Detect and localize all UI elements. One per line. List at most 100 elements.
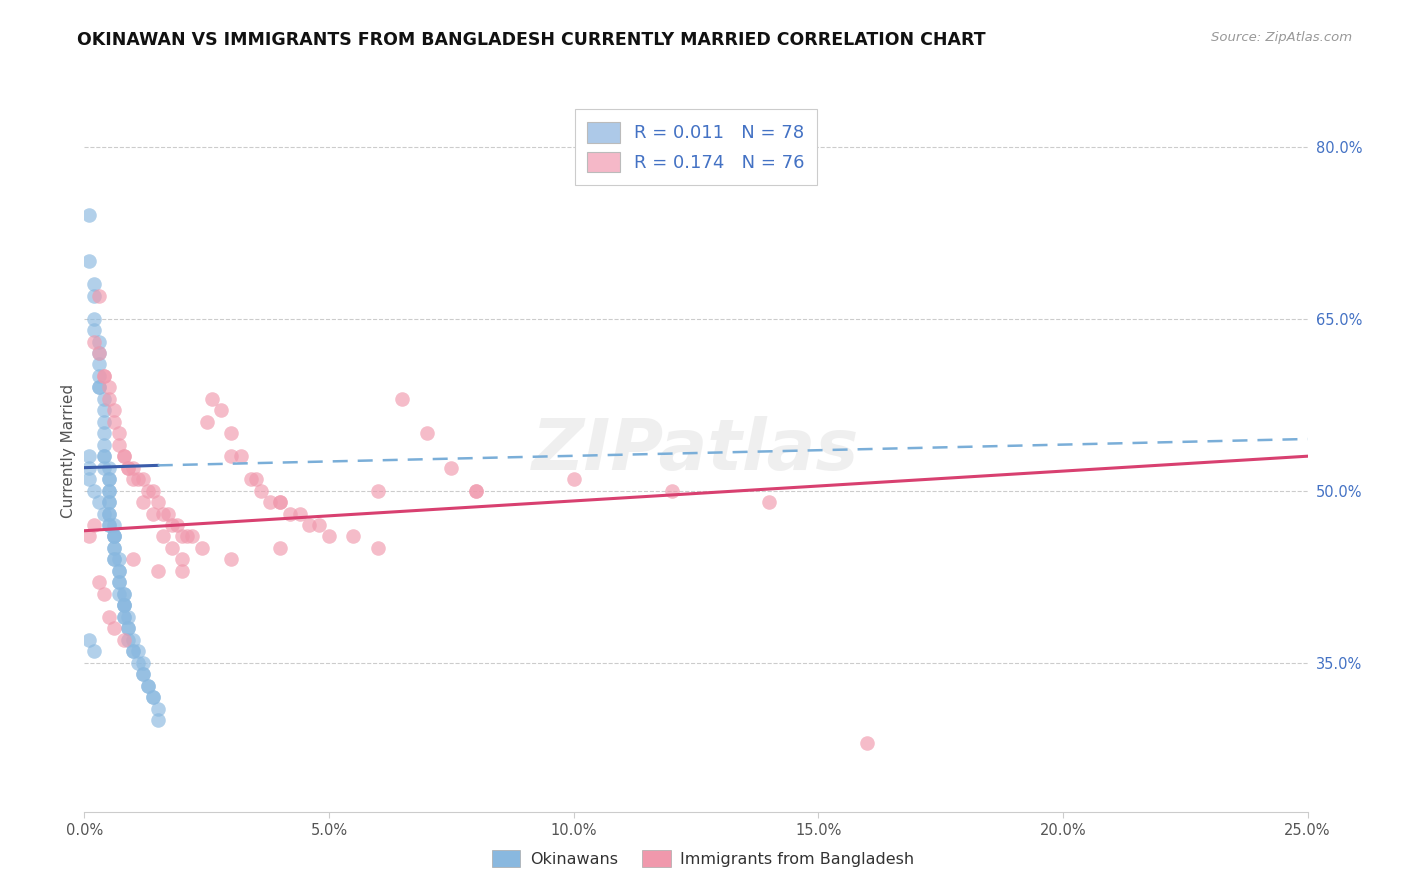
- Point: [122, 644, 145, 658]
- Point: [142, 507, 165, 521]
- Point: [103, 518, 125, 533]
- Point: [93, 449, 115, 463]
- Point: [367, 483, 389, 498]
- Point: [146, 495, 169, 509]
- Point: [103, 529, 125, 543]
- Point: [83, 311, 105, 326]
- Point: [83, 277, 105, 292]
- Point: [112, 599, 135, 613]
- Point: [298, 518, 321, 533]
- Point: [97, 483, 120, 498]
- Point: [77, 254, 100, 268]
- Point: [93, 587, 115, 601]
- Point: [172, 564, 194, 578]
- Point: [122, 472, 145, 486]
- Point: [278, 507, 301, 521]
- Point: [195, 415, 218, 429]
- Point: [219, 426, 242, 441]
- Point: [97, 495, 120, 509]
- Point: [661, 483, 683, 498]
- Point: [87, 368, 110, 383]
- Legend: R = 0.011   N = 78, R = 0.174   N = 76: R = 0.011 N = 78, R = 0.174 N = 76: [575, 109, 817, 185]
- Point: [162, 541, 184, 555]
- Point: [245, 472, 267, 486]
- Point: [87, 380, 110, 394]
- Point: [103, 552, 125, 566]
- Point: [77, 449, 100, 463]
- Point: [856, 736, 879, 750]
- Point: [107, 587, 129, 601]
- Point: [97, 518, 120, 533]
- Point: [87, 346, 110, 360]
- Point: [103, 621, 125, 635]
- Point: [112, 609, 135, 624]
- Point: [142, 690, 165, 704]
- Point: [367, 541, 389, 555]
- Point: [83, 323, 105, 337]
- Point: [107, 426, 129, 441]
- Point: [342, 529, 364, 543]
- Point: [117, 632, 139, 647]
- Point: [87, 575, 110, 590]
- Point: [117, 609, 139, 624]
- Point: [162, 518, 184, 533]
- Point: [87, 495, 110, 509]
- Point: [166, 518, 188, 533]
- Point: [136, 679, 159, 693]
- Point: [112, 609, 135, 624]
- Point: [117, 621, 139, 635]
- Point: [103, 541, 125, 555]
- Point: [103, 552, 125, 566]
- Point: [97, 380, 120, 394]
- Point: [191, 541, 214, 555]
- Point: [132, 495, 155, 509]
- Point: [288, 507, 311, 521]
- Point: [87, 288, 110, 302]
- Point: [83, 334, 105, 349]
- Point: [103, 403, 125, 417]
- Point: [172, 552, 194, 566]
- Point: [142, 690, 165, 704]
- Point: [103, 529, 125, 543]
- Point: [93, 415, 115, 429]
- Point: [77, 632, 100, 647]
- Point: [249, 483, 271, 498]
- Point: [93, 507, 115, 521]
- Point: [107, 575, 129, 590]
- Point: [132, 667, 155, 681]
- Point: [122, 460, 145, 475]
- Point: [117, 621, 139, 635]
- Point: [219, 449, 242, 463]
- Text: OKINAWAN VS IMMIGRANTS FROM BANGLADESH CURRENTLY MARRIED CORRELATION CHART: OKINAWAN VS IMMIGRANTS FROM BANGLADESH C…: [77, 31, 986, 49]
- Point: [97, 472, 120, 486]
- Point: [136, 483, 159, 498]
- Point: [112, 587, 135, 601]
- Point: [269, 495, 291, 509]
- Point: [97, 483, 120, 498]
- Point: [97, 507, 120, 521]
- Point: [112, 599, 135, 613]
- Point: [103, 529, 125, 543]
- Point: [97, 609, 120, 624]
- Point: [152, 529, 174, 543]
- Point: [107, 552, 129, 566]
- Point: [127, 472, 149, 486]
- Point: [239, 472, 262, 486]
- Point: [93, 438, 115, 452]
- Legend: Okinawans, Immigrants from Bangladesh: Okinawans, Immigrants from Bangladesh: [485, 844, 921, 873]
- Point: [132, 667, 155, 681]
- Point: [93, 426, 115, 441]
- Point: [87, 358, 110, 372]
- Point: [308, 518, 330, 533]
- Point: [269, 495, 291, 509]
- Point: [97, 472, 120, 486]
- Point: [122, 632, 145, 647]
- Point: [229, 449, 252, 463]
- Point: [464, 483, 486, 498]
- Point: [93, 368, 115, 383]
- Point: [391, 392, 413, 406]
- Point: [136, 679, 159, 693]
- Point: [146, 564, 169, 578]
- Point: [97, 460, 120, 475]
- Point: [87, 346, 110, 360]
